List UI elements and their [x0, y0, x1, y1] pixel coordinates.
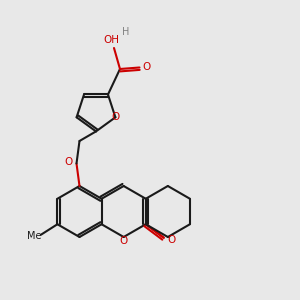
Text: O: O	[167, 235, 176, 245]
Text: O: O	[119, 236, 128, 246]
Text: O: O	[143, 62, 151, 73]
Text: O: O	[111, 112, 119, 122]
Text: O: O	[64, 157, 72, 167]
Text: Me: Me	[27, 231, 42, 241]
Text: H: H	[122, 27, 130, 38]
Text: OH: OH	[103, 34, 119, 45]
